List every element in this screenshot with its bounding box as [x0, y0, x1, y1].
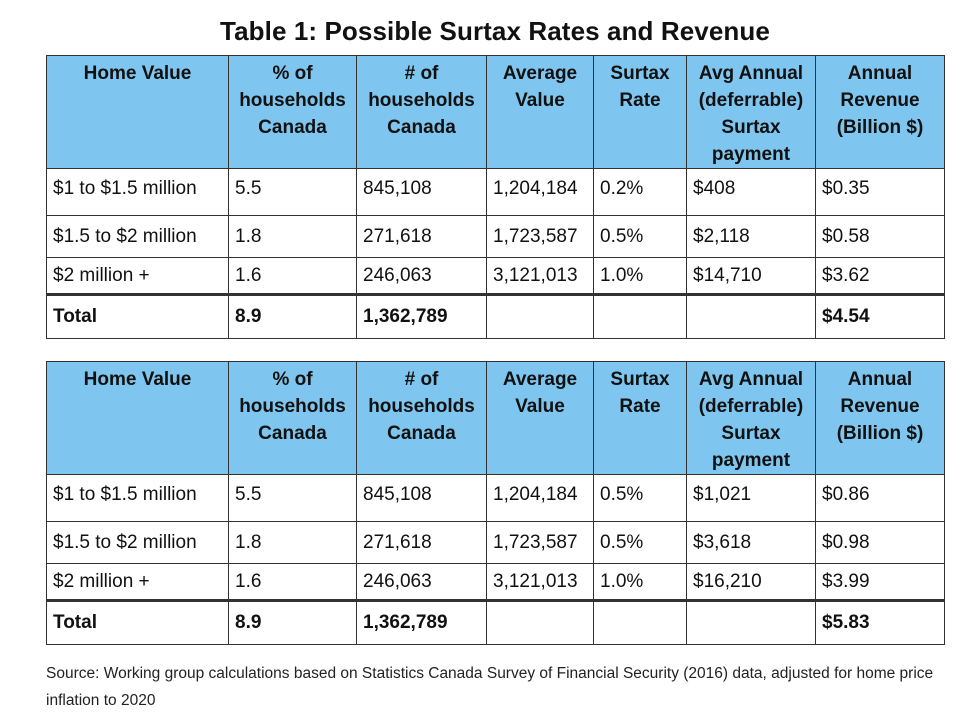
- header-home-value: Home Value: [46, 361, 229, 475]
- cell-total-revenue: $4.54: [815, 293, 945, 339]
- table-row: $1 to $1.5 million 5.5 845,108 1,204,184…: [46, 168, 945, 216]
- cell-pct-households: 1.8: [228, 521, 357, 564]
- cell-average-value: 1,723,587: [486, 215, 594, 258]
- header-home-value: Home Value: [46, 55, 229, 169]
- cell-num-households: 271,618: [356, 215, 487, 258]
- cell-pct-households: 1.6: [228, 257, 357, 295]
- header-annual-revenue: Annual Revenue (Billion $): [815, 55, 945, 169]
- cell-annual-revenue: $0.35: [815, 168, 945, 216]
- table-row: $2 million + 1.6 246,063 3,121,013 1.0% …: [46, 563, 945, 601]
- cell-average-value: 1,723,587: [486, 521, 594, 564]
- cell-avg-payment: $1,021: [686, 474, 816, 522]
- header-pct-households: % of households Canada: [228, 55, 357, 169]
- cell-surtax-rate: 1.0%: [593, 257, 687, 295]
- cell-avg-payment: $2,118: [686, 215, 816, 258]
- surtax-table-2: Home Value % of households Canada # of h…: [46, 361, 945, 645]
- cell-total-empty: [486, 293, 594, 339]
- cell-total-label: Total: [46, 599, 229, 645]
- header-annual-revenue: Annual Revenue (Billion $): [815, 361, 945, 475]
- cell-home-value: $2 million +: [46, 563, 229, 601]
- cell-total-empty: [593, 599, 687, 645]
- header-row: Home Value % of households Canada # of h…: [46, 361, 945, 475]
- cell-avg-payment: $3,618: [686, 521, 816, 564]
- cell-avg-payment: $16,210: [686, 563, 816, 601]
- cell-total-empty: [593, 293, 687, 339]
- header-num-households: # of households Canada: [356, 55, 487, 169]
- cell-average-value: 3,121,013: [486, 563, 594, 601]
- table-title: Table 1: Possible Surtax Rates and Reven…: [220, 16, 770, 46]
- cell-avg-payment: $14,710: [686, 257, 816, 295]
- cell-annual-revenue: $0.86: [815, 474, 945, 522]
- cell-pct-households: 5.5: [228, 168, 357, 216]
- cell-total-empty: [486, 599, 594, 645]
- total-row: Total 8.9 1,362,789 $4.54: [46, 293, 945, 339]
- cell-home-value: $2 million +: [46, 257, 229, 295]
- cell-num-households: 845,108: [356, 474, 487, 522]
- cell-total-empty: [686, 599, 816, 645]
- table-row: $1.5 to $2 million 1.8 271,618 1,723,587…: [46, 521, 945, 564]
- cell-annual-revenue: $0.58: [815, 215, 945, 258]
- cell-average-value: 1,204,184: [486, 474, 594, 522]
- cell-total-households: 1,362,789: [356, 599, 487, 645]
- cell-annual-revenue: $3.99: [815, 563, 945, 601]
- cell-total-empty: [686, 293, 816, 339]
- header-surtax-rate: Surtax Rate: [593, 55, 687, 169]
- table-row: $2 million + 1.6 246,063 3,121,013 1.0% …: [46, 257, 945, 295]
- total-row: Total 8.9 1,362,789 $5.83: [46, 599, 945, 645]
- surtax-table-1: Home Value % of households Canada # of h…: [46, 55, 945, 339]
- cell-surtax-rate: 0.2%: [593, 168, 687, 216]
- cell-total-pct: 8.9: [228, 293, 357, 339]
- cell-num-households: 246,063: [356, 257, 487, 295]
- cell-num-households: 845,108: [356, 168, 487, 216]
- cell-annual-revenue: $0.98: [815, 521, 945, 564]
- header-average-value: Average Value: [486, 361, 594, 475]
- header-avg-payment: Avg Annual (deferrable) Surtax payment: [686, 55, 816, 169]
- cell-total-households: 1,362,789: [356, 293, 487, 339]
- cell-pct-households: 1.8: [228, 215, 357, 258]
- header-surtax-rate: Surtax Rate: [593, 361, 687, 475]
- cell-surtax-rate: 0.5%: [593, 521, 687, 564]
- cell-home-value: $1 to $1.5 million: [46, 168, 229, 216]
- cell-pct-households: 1.6: [228, 563, 357, 601]
- cell-average-value: 3,121,013: [486, 257, 594, 295]
- header-pct-households: % of households Canada: [228, 361, 357, 475]
- table-row: $1 to $1.5 million 5.5 845,108 1,204,184…: [46, 474, 945, 522]
- cell-num-households: 271,618: [356, 521, 487, 564]
- source-note: Source: Working group calculations based…: [46, 665, 934, 709]
- header-row: Home Value % of households Canada # of h…: [46, 55, 945, 169]
- header-average-value: Average Value: [486, 55, 594, 169]
- cell-avg-payment: $408: [686, 168, 816, 216]
- cell-average-value: 1,204,184: [486, 168, 594, 216]
- cell-pct-households: 5.5: [228, 474, 357, 522]
- cell-home-value: $1 to $1.5 million: [46, 474, 229, 522]
- cell-total-revenue: $5.83: [815, 599, 945, 645]
- header-num-households: # of households Canada: [356, 361, 487, 475]
- table-row: $1.5 to $2 million 1.8 271,618 1,723,587…: [46, 215, 945, 258]
- cell-home-value: $1.5 to $2 million: [46, 521, 229, 564]
- cell-num-households: 246,063: [356, 563, 487, 601]
- cell-surtax-rate: 1.0%: [593, 563, 687, 601]
- cell-annual-revenue: $3.62: [815, 257, 945, 295]
- header-avg-payment: Avg Annual (deferrable) Surtax payment: [686, 361, 816, 475]
- cell-home-value: $1.5 to $2 million: [46, 215, 229, 258]
- cell-total-pct: 8.9: [228, 599, 357, 645]
- cell-surtax-rate: 0.5%: [593, 215, 687, 258]
- cell-total-label: Total: [46, 293, 229, 339]
- cell-surtax-rate: 0.5%: [593, 474, 687, 522]
